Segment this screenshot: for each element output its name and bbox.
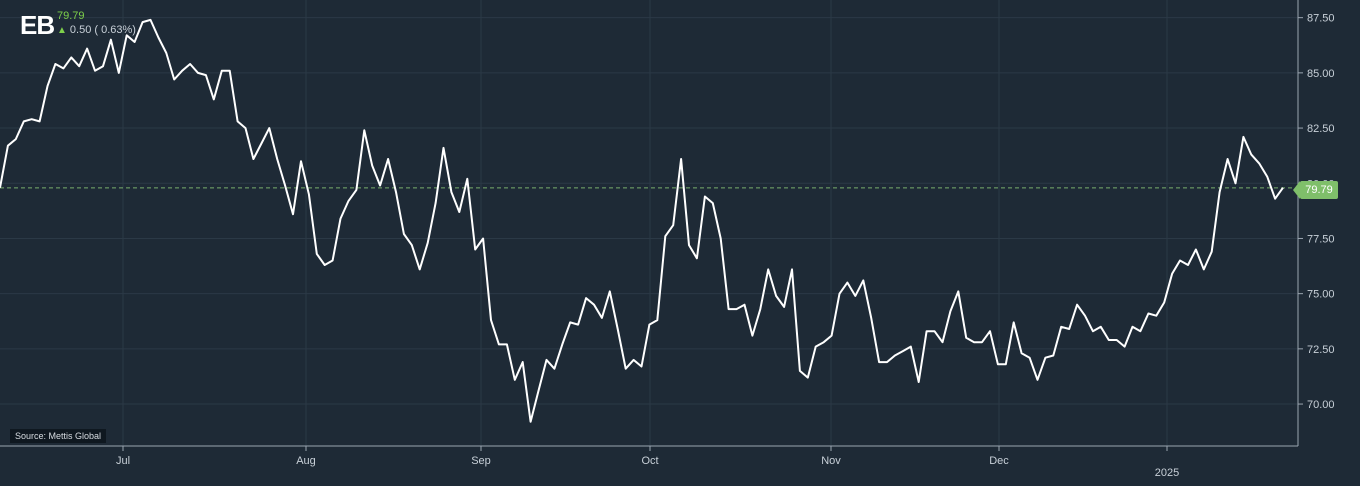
ticker-symbol: EB xyxy=(20,10,55,40)
y-tick-label: 82.50 xyxy=(1307,123,1335,135)
x-tick-label: Dec xyxy=(989,455,1009,467)
price-series-line xyxy=(0,18,1284,423)
last-price: 79.79 xyxy=(57,10,85,22)
y-tick-label: 87.50 xyxy=(1307,13,1335,25)
source-label: Source: Mettis Global xyxy=(10,429,107,443)
y-tick-label: 70.00 xyxy=(1307,399,1335,411)
up-arrow-icon: ▲ xyxy=(57,25,67,36)
y-tick-label: 72.50 xyxy=(1307,344,1335,356)
y-tick-label: 75.00 xyxy=(1307,289,1335,301)
price-change: ▲ 0.50 ( 0.63%) xyxy=(57,24,136,36)
x-tick-label: Sep xyxy=(471,455,491,467)
current-price-tag: 79.79 xyxy=(1293,181,1338,199)
x-tick-label: 2025 xyxy=(1155,467,1179,479)
x-tick-label: Aug xyxy=(296,455,316,467)
x-tick-label: Oct xyxy=(641,455,658,467)
y-tick-label: 85.00 xyxy=(1307,68,1335,80)
x-tick-label: Nov xyxy=(821,455,841,467)
x-tick-label: Jul xyxy=(116,455,130,467)
y-tick-label: 77.50 xyxy=(1307,233,1335,245)
price-change-text: 0.50 ( 0.63%) xyxy=(69,24,136,36)
